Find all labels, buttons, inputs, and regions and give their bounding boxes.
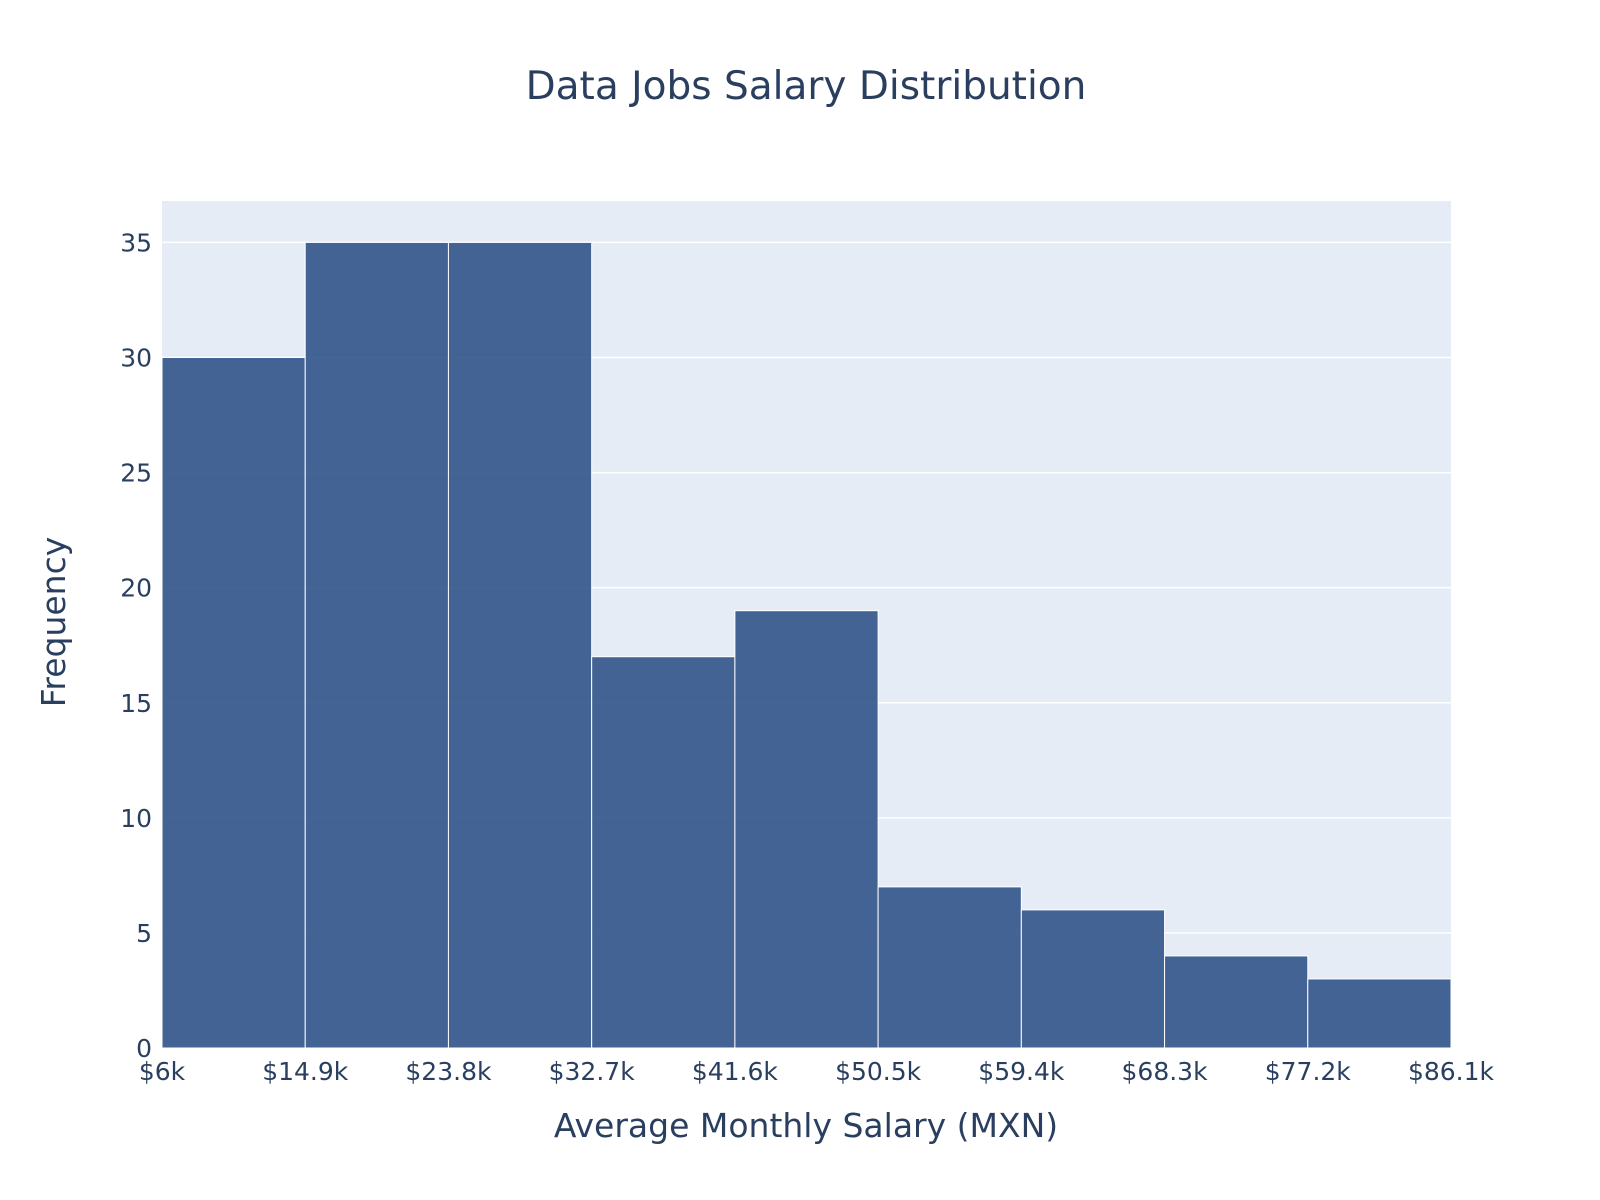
y-axis-title: Frequency: [34, 537, 73, 707]
y-tick-label: 5: [136, 919, 152, 948]
x-tick-label: $77.2k: [1265, 1057, 1352, 1086]
y-tick-label: 30: [120, 344, 152, 373]
x-tick-label: $14.9k: [262, 1057, 349, 1086]
x-axis-title: Average Monthly Salary (MXN): [554, 1106, 1058, 1145]
x-tick-label: $59.4k: [978, 1057, 1065, 1086]
y-tick-label: 0: [136, 1034, 152, 1063]
x-tick-label: $86.1k: [1408, 1057, 1495, 1086]
x-axis-ticks: $6k $14.9k $23.8k $32.7k $41.6k $50.5k $59.4k $…: [139, 1057, 1495, 1086]
histogram-bar: [161, 357, 306, 1049]
bars-layer: [161, 241, 1452, 1049]
x-tick-label: $6k: [139, 1057, 186, 1086]
y-tick-label: 15: [120, 689, 152, 718]
histogram-bar: [1164, 955, 1309, 1049]
x-tick-label: $68.3k: [1122, 1057, 1209, 1086]
histogram-bar: [591, 656, 736, 1049]
x-tick-label: $23.8k: [405, 1057, 492, 1086]
histogram-bar: [447, 241, 593, 1049]
y-tick-label: 10: [120, 804, 152, 833]
x-tick-label: $41.6k: [692, 1057, 779, 1086]
y-tick-label: 20: [120, 574, 152, 603]
chart-title: Data Jobs Salary Distribution: [526, 64, 1087, 109]
histogram-bar: [304, 241, 449, 1049]
y-tick-label: 35: [120, 228, 152, 257]
x-tick-label: $32.7k: [549, 1057, 636, 1086]
histogram-bar: [734, 610, 879, 1049]
histogram-bar: [877, 886, 1022, 1049]
y-axis-ticks: 0 5 10 15 20 25 30 35: [120, 228, 152, 1063]
y-tick-label: 25: [120, 459, 152, 488]
histogram-bar: [1020, 909, 1166, 1049]
histogram-bar: [1307, 978, 1452, 1049]
x-tick-label: $50.5k: [835, 1057, 922, 1086]
